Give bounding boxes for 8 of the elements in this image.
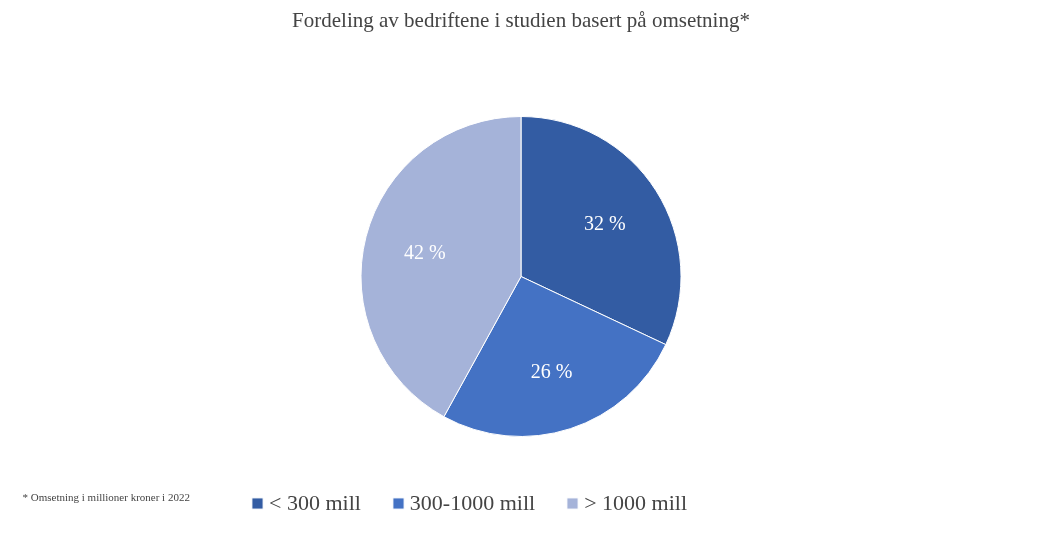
chart-title: Fordeling av bedriftene i studien basert på omsetning* (292, 7, 750, 32)
data-label: 42 % (404, 240, 446, 263)
text: * Omsetning i millioner kroner i 2022 (22, 490, 190, 503)
legend-label: 300-1000 mill (409, 490, 536, 516)
legend-label: < 300 mill (269, 490, 361, 516)
legend-label: > 1000 mill (584, 490, 687, 516)
data-label: 26 % (530, 359, 573, 382)
data-label: 32 % (583, 212, 626, 235)
